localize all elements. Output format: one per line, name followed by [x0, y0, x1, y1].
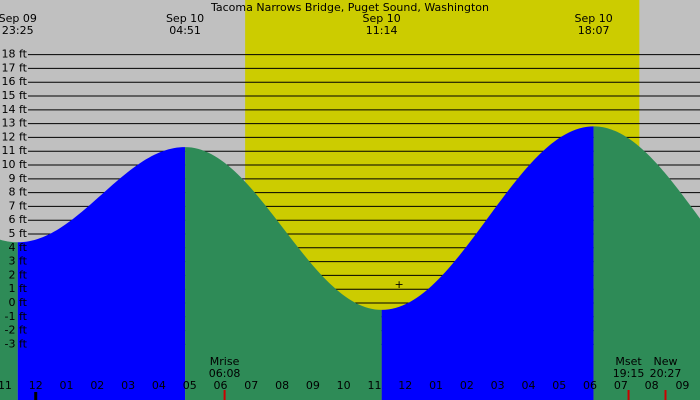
tide-area [0, 239, 18, 400]
tide-date: Sep 09 [0, 12, 37, 25]
x-tick-label: 04 [152, 379, 166, 392]
y-tick-label: 14 ft [2, 103, 28, 116]
x-tick-label: 04 [521, 379, 535, 392]
x-tick-label: 09 [675, 379, 689, 392]
tide-date: Sep 10 [166, 12, 204, 25]
y-tick-label: 10 ft [2, 158, 28, 171]
x-tick-label: 02 [460, 379, 474, 392]
tide-date: Sep 10 [575, 12, 613, 25]
x-tick-label: 01 [60, 379, 74, 392]
x-tick-label: 03 [491, 379, 505, 392]
chart-title: Tacoma Narrows Bridge, Puget Sound, Wash… [210, 1, 489, 14]
y-tick-label: -3 ft [5, 337, 28, 350]
tide-time: 18:07 [578, 24, 610, 37]
x-tick-label: 07 [614, 379, 628, 392]
y-tick-label: 8 ft [9, 186, 28, 199]
y-tick-label: 1 ft [9, 282, 28, 295]
tide-date: Sep 10 [363, 12, 401, 25]
tide-time: 23:25 [2, 24, 34, 37]
y-tick-label: 3 ft [9, 255, 28, 268]
x-tick-label: 07 [244, 379, 258, 392]
y-tick-label: 2 ft [9, 268, 28, 281]
moon-event: New [654, 355, 678, 368]
tide-time: 11:14 [366, 24, 398, 37]
y-tick-label: 7 ft [9, 199, 28, 212]
tide-layer [0, 126, 700, 400]
x-tick-label: 05 [183, 379, 197, 392]
tide-area [381, 126, 594, 400]
moon-time: 20:27 [650, 367, 682, 380]
x-tick-label: 12 [398, 379, 412, 392]
tide-area [593, 126, 700, 400]
tide-area [17, 147, 186, 400]
x-tick-label: 05 [552, 379, 566, 392]
y-tick-label: 11 ft [2, 144, 28, 157]
x-tick-label: 02 [90, 379, 104, 392]
x-tick-label: 11 [0, 379, 12, 392]
moon-time: 06:08 [209, 367, 241, 380]
moon-event: Mset [615, 355, 642, 368]
moon-time: 19:15 [613, 367, 645, 380]
x-tick-label: 10 [337, 379, 351, 392]
x-tick-label: 12 [29, 379, 43, 392]
tide-time: 04:51 [169, 24, 201, 37]
y-tick-label: 17 ft [2, 61, 28, 74]
y-tick-label: -1 ft [5, 310, 28, 323]
y-tick-label: 6 ft [9, 213, 28, 226]
y-tick-label: 4 ft [9, 241, 28, 254]
x-tick-label: 06 [214, 379, 228, 392]
x-tick-label: 01 [429, 379, 443, 392]
y-tick-label: 13 ft [2, 117, 28, 130]
y-tick-label: 12 ft [2, 130, 28, 143]
y-tick-label: 15 ft [2, 89, 28, 102]
y-tick-label: 16 ft [2, 75, 28, 88]
x-tick-label: 11 [367, 379, 381, 392]
y-tick-label: 18 ft [2, 48, 28, 61]
current-marker: + [395, 278, 404, 291]
y-tick-label: 0 ft [9, 296, 28, 309]
x-tick-label: 08 [275, 379, 289, 392]
y-tick-label: 9 ft [9, 172, 28, 185]
x-tick-label: 09 [306, 379, 320, 392]
moon-event: Mrise [210, 355, 240, 368]
x-tick-label: 06 [583, 379, 597, 392]
tide-area [185, 147, 382, 400]
x-tick-label: 03 [121, 379, 135, 392]
y-tick-label: 5 ft [9, 227, 28, 240]
x-tick-label: 08 [645, 379, 659, 392]
y-tick-label: -2 ft [5, 324, 28, 337]
